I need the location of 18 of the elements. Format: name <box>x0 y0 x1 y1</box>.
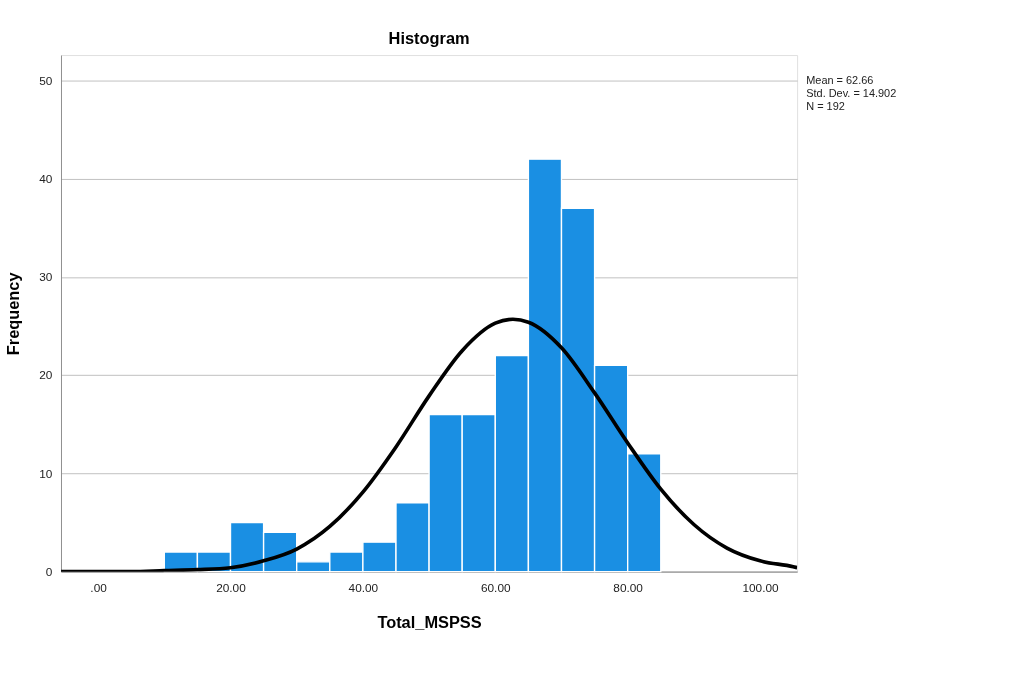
x-tick-label: 60.00 <box>480 581 511 596</box>
x-tick-label: .00 <box>90 581 108 596</box>
x-axis-title: Total_MSPSS <box>377 612 482 631</box>
x-tick-label: 80.00 <box>613 581 644 596</box>
y-tick-label: 40 <box>39 171 53 186</box>
text: Std. Dev. = 14.902 <box>806 87 897 99</box>
chart-title: Histogram <box>388 29 470 48</box>
y-tick-label: 0 <box>45 564 53 579</box>
y-tick-label: 10 <box>39 466 53 481</box>
x-tick-label: 20.00 <box>216 581 247 596</box>
x-tick-label: 100.00 <box>742 581 780 596</box>
text: Mean = 62.66 <box>806 74 874 87</box>
text: N = 192 <box>806 99 845 112</box>
y-tick-label: 30 <box>39 270 53 285</box>
x-tick-label: 40.00 <box>348 581 379 596</box>
y-tick-label: 20 <box>39 368 53 383</box>
y-tick-label: 50 <box>39 73 53 88</box>
y-axis-title: Frequency <box>4 271 23 356</box>
